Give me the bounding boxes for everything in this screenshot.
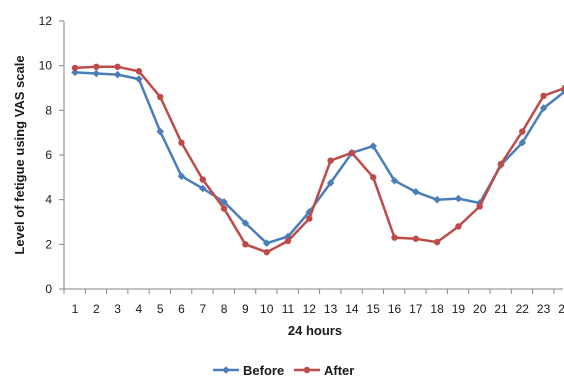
legend-marker-before: [222, 366, 230, 374]
x-tick-label: 9: [242, 302, 249, 316]
y-tick-label: 6: [45, 148, 52, 162]
data-point-before: [220, 198, 228, 206]
x-tick-label: 11: [282, 302, 295, 316]
y-tick-label: 12: [39, 14, 53, 28]
x-tick-label: 20: [473, 302, 487, 316]
data-point-after: [519, 128, 526, 135]
y-tick-label: 2: [45, 237, 52, 251]
data-point-after: [540, 92, 547, 100]
x-tick-label: 10: [260, 302, 274, 316]
data-point-after: [157, 93, 164, 101]
legend-label-before: Before: [243, 363, 284, 378]
data-point-before: [518, 138, 527, 147]
x-tick-label: 23: [537, 302, 551, 316]
data-point-before: [113, 70, 122, 79]
series-layer: [71, 63, 564, 256]
data-point-after: [114, 63, 121, 70]
legend-item-after: After: [294, 363, 354, 378]
legend: Before After: [213, 363, 354, 378]
x-tick-label: 14: [345, 302, 359, 316]
data-point-before: [539, 104, 548, 112]
series-after: [71, 63, 564, 256]
data-point-after: [306, 215, 313, 222]
y-axis-title: Level of fetigue using VAS scale: [12, 55, 27, 254]
data-point-before: [135, 75, 143, 83]
data-point-before: [199, 184, 207, 193]
legend-marker-after: [303, 366, 311, 374]
data-point-after: [370, 174, 377, 181]
legend-item-before: Before: [213, 363, 284, 378]
data-point-before: [390, 176, 399, 185]
x-tick-label: 4: [136, 302, 143, 316]
x-tick-label: 21: [494, 302, 508, 316]
data-point-before: [369, 142, 377, 150]
data-point-after: [348, 149, 356, 156]
data-point-after: [561, 84, 564, 92]
data-point-after: [284, 237, 292, 245]
x-axis-title: 24 hours: [288, 323, 342, 338]
data-point-before: [433, 195, 441, 204]
y-tick-label: 4: [45, 193, 52, 207]
series-line-after: [74, 65, 564, 254]
x-tick-label: 3: [114, 302, 121, 316]
data-point-after: [455, 223, 462, 230]
data-point-before: [454, 194, 463, 203]
x-tick-label: 5: [157, 302, 164, 316]
x-tick-label: 8: [221, 302, 228, 316]
data-point-after: [412, 235, 419, 242]
data-point-after: [391, 234, 398, 241]
data-point-after: [135, 68, 143, 75]
data-point-after: [199, 176, 206, 183]
data-point-before: [412, 188, 420, 196]
data-point-after: [327, 157, 334, 164]
data-point-after: [476, 203, 483, 210]
y-tick-label: 10: [39, 59, 53, 73]
y-tick-label: 0: [45, 282, 52, 296]
x-tick-label: 24: [558, 302, 564, 316]
data-point-after: [93, 63, 100, 70]
series-before: [71, 68, 564, 248]
x-tick-label: 1: [72, 302, 79, 316]
data-point-after: [433, 238, 441, 246]
data-point-before: [156, 127, 164, 136]
x-tick-label: 15: [367, 302, 381, 316]
data-point-before: [262, 239, 271, 248]
x-tick-label: 13: [324, 302, 338, 316]
data-point-after: [242, 241, 249, 248]
x-tick-label: 12: [303, 302, 317, 316]
data-point-after: [497, 160, 505, 168]
legend-label-after: After: [324, 363, 354, 378]
data-point-before: [92, 69, 101, 78]
data-point-before: [326, 179, 335, 187]
x-tick-label: 7: [199, 302, 206, 316]
data-point-before: [177, 172, 186, 181]
data-point-before: [241, 219, 250, 227]
x-tick-label: 16: [388, 302, 402, 316]
data-point-after: [178, 139, 185, 146]
y-tick-label: 8: [45, 103, 52, 117]
series-line-before: [74, 71, 564, 245]
x-tick-label: 17: [409, 302, 423, 316]
x-tick-label: 6: [178, 302, 185, 316]
x-tick-label: 22: [516, 302, 530, 316]
x-tick-label: 18: [430, 302, 444, 316]
x-tick-label: 19: [452, 302, 466, 316]
data-point-after: [71, 64, 79, 72]
data-point-before: [305, 208, 314, 216]
x-tick-label: 2: [93, 302, 100, 316]
data-point-after: [263, 248, 270, 256]
data-point-after: [220, 205, 228, 212]
